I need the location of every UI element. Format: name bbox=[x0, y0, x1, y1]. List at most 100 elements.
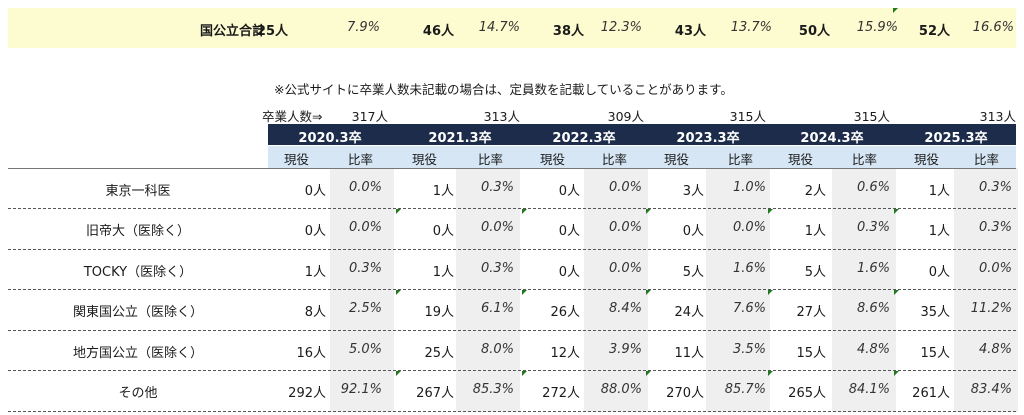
row-count: 27人 bbox=[796, 305, 826, 320]
row-count: 272人 bbox=[542, 386, 580, 401]
summary-count-2024: 50人 bbox=[798, 24, 830, 39]
row-ratio: 92.1% bbox=[340, 382, 382, 397]
row-count: 0人 bbox=[682, 224, 704, 239]
cell-comment-marker bbox=[522, 371, 527, 376]
cell-comment-marker bbox=[646, 371, 651, 376]
summary-count-2025: 52人 bbox=[918, 24, 950, 39]
graduates-2025: 313人 bbox=[979, 109, 1016, 124]
row-ratio: 8.0% bbox=[480, 342, 514, 357]
row-count: 5人 bbox=[804, 265, 826, 280]
year-2025: 2025.3卒 bbox=[924, 131, 988, 146]
row-ratio: 0.3% bbox=[856, 220, 890, 235]
row-count: 3人 bbox=[682, 184, 704, 199]
row-count: 292人 bbox=[288, 386, 326, 401]
sub-current-2024: 現役 bbox=[788, 152, 814, 167]
year-2024: 2024.3卒 bbox=[800, 131, 864, 146]
row-label-kyuteidai: 旧帝大（医除く） bbox=[85, 224, 190, 239]
cell-comment-marker bbox=[396, 290, 401, 295]
row-label-kanto: 関東国公立（医除く） bbox=[72, 305, 203, 320]
cell-comment-marker bbox=[522, 290, 527, 295]
row-ratio: 0.0% bbox=[480, 220, 514, 235]
row-count: 1人 bbox=[432, 184, 454, 199]
cell-comment-marker bbox=[396, 371, 401, 376]
sub-current-2023: 現役 bbox=[664, 152, 690, 167]
row-ratio: 0.0% bbox=[608, 180, 642, 195]
summary-count-2023: 43人 bbox=[674, 24, 706, 39]
graduates-2021: 313人 bbox=[483, 109, 520, 124]
row-count: 19人 bbox=[424, 305, 454, 320]
row-count: 5人 bbox=[682, 265, 704, 280]
row-label-tocky: TOCKY（医除く） bbox=[83, 265, 193, 280]
row-ratio: 5.0% bbox=[348, 342, 382, 357]
row-count: 0人 bbox=[558, 265, 580, 280]
graduates-2023: 315人 bbox=[729, 109, 766, 124]
cell-comment-marker bbox=[646, 209, 651, 214]
cell-comment-marker bbox=[768, 371, 773, 376]
row-count: 24人 bbox=[674, 305, 704, 320]
row-ratio: 1.0% bbox=[732, 180, 766, 195]
ratio-column-bg bbox=[330, 168, 394, 412]
row-count: 267人 bbox=[416, 386, 454, 401]
row-ratio: 4.8% bbox=[856, 342, 890, 357]
row-label-chiho: 地方国公立（医除く） bbox=[72, 346, 203, 361]
table-header-border bbox=[8, 168, 1016, 169]
row-count: 25人 bbox=[424, 346, 454, 361]
row-ratio: 85.7% bbox=[724, 382, 766, 397]
row-count: 265人 bbox=[788, 386, 826, 401]
row-count: 1人 bbox=[928, 184, 950, 199]
row-ratio: 3.5% bbox=[732, 342, 766, 357]
row-ratio: 8.4% bbox=[608, 301, 642, 316]
summary-pct-2021: 14.7% bbox=[478, 20, 520, 35]
row-ratio: 4.8% bbox=[978, 342, 1012, 357]
ratio-column-bg bbox=[456, 168, 520, 412]
row-separator bbox=[8, 330, 1016, 331]
row-count: 35人 bbox=[920, 305, 950, 320]
row-count: 1人 bbox=[928, 224, 950, 239]
row-ratio: 0.3% bbox=[480, 180, 514, 195]
sub-current-2020: 現役 bbox=[284, 152, 310, 167]
cell-comment-marker bbox=[768, 209, 773, 214]
row-count: 8人 bbox=[304, 305, 326, 320]
row-ratio: 0.3% bbox=[978, 180, 1012, 195]
sub-header bbox=[268, 146, 1016, 168]
cell-comment-marker bbox=[894, 371, 899, 376]
sub-current-2025: 現役 bbox=[914, 152, 940, 167]
row-ratio: 88.0% bbox=[600, 382, 642, 397]
ratio-column-bg bbox=[706, 168, 770, 412]
row-ratio: 0.3% bbox=[480, 261, 514, 276]
row-ratio: 3.9% bbox=[608, 342, 642, 357]
summary-bar: 国公立合計 25人 7.9% 46人 14.7% 38人 12.3% 43人 1… bbox=[8, 8, 1016, 48]
summary-count-2021: 46人 bbox=[422, 24, 454, 39]
row-separator bbox=[8, 370, 1016, 371]
sub-current-2021: 現役 bbox=[412, 152, 438, 167]
row-count: 2人 bbox=[804, 184, 826, 199]
summary-pct-2022: 12.3% bbox=[600, 20, 642, 35]
row-count: 0人 bbox=[558, 224, 580, 239]
row-count: 0人 bbox=[928, 265, 950, 280]
summary-count-2020: 25人 bbox=[256, 24, 288, 39]
cell-comment-marker bbox=[894, 290, 899, 295]
year-header bbox=[268, 124, 1016, 145]
summary-label: 国公立合計 bbox=[200, 24, 266, 39]
summary-pct-2020: 7.9% bbox=[346, 20, 380, 35]
row-count: 12人 bbox=[550, 346, 580, 361]
row-ratio: 0.0% bbox=[348, 180, 382, 195]
row-ratio: 0.6% bbox=[856, 180, 890, 195]
ratio-column-bg bbox=[584, 168, 648, 412]
row-count: 26人 bbox=[550, 305, 580, 320]
cell-comment-marker bbox=[768, 290, 773, 295]
cell-comment-marker bbox=[646, 290, 651, 295]
row-label-other: その他 bbox=[118, 386, 158, 401]
row-count: 0人 bbox=[558, 184, 580, 199]
year-2021: 2021.3卒 bbox=[428, 131, 492, 146]
row-count: 1人 bbox=[804, 224, 826, 239]
sub-ratio-2025: 比率 bbox=[974, 152, 1000, 167]
sub-ratio-2024: 比率 bbox=[852, 152, 878, 167]
row-count: 0人 bbox=[304, 224, 326, 239]
row-count: 0人 bbox=[432, 224, 454, 239]
row-separator bbox=[8, 249, 1016, 250]
row-count: 270人 bbox=[666, 386, 704, 401]
row-separator bbox=[8, 411, 1016, 412]
row-ratio: 0.0% bbox=[608, 220, 642, 235]
row-ratio: 0.0% bbox=[348, 220, 382, 235]
